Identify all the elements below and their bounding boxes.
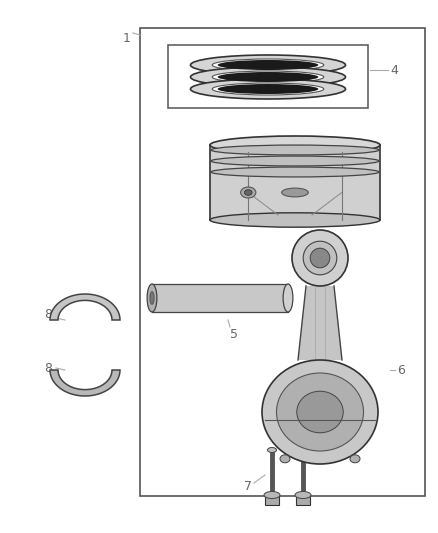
Bar bbox=[140, 28, 425, 496]
Ellipse shape bbox=[280, 455, 290, 463]
Text: 8: 8 bbox=[44, 361, 52, 375]
Bar bbox=[296, 495, 310, 505]
Ellipse shape bbox=[211, 167, 379, 177]
Ellipse shape bbox=[292, 230, 348, 286]
Ellipse shape bbox=[350, 455, 360, 463]
Polygon shape bbox=[50, 294, 120, 320]
Ellipse shape bbox=[218, 72, 318, 82]
Ellipse shape bbox=[191, 55, 346, 75]
Ellipse shape bbox=[218, 84, 318, 94]
Ellipse shape bbox=[191, 67, 346, 87]
Bar bbox=[168, 45, 368, 108]
Polygon shape bbox=[298, 286, 342, 360]
Ellipse shape bbox=[210, 213, 380, 227]
Text: 5: 5 bbox=[230, 328, 238, 342]
Ellipse shape bbox=[303, 241, 337, 275]
Ellipse shape bbox=[240, 187, 256, 198]
Ellipse shape bbox=[310, 248, 330, 268]
Bar bbox=[152, 284, 288, 312]
Text: 1: 1 bbox=[123, 32, 131, 45]
Ellipse shape bbox=[212, 83, 324, 95]
Text: 4: 4 bbox=[390, 63, 398, 77]
Ellipse shape bbox=[264, 491, 280, 498]
Ellipse shape bbox=[147, 284, 157, 312]
Polygon shape bbox=[50, 370, 120, 396]
Ellipse shape bbox=[212, 71, 324, 83]
Text: 7: 7 bbox=[244, 480, 252, 492]
Ellipse shape bbox=[244, 190, 252, 195]
Ellipse shape bbox=[211, 145, 379, 155]
Bar bbox=[210, 145, 380, 220]
Ellipse shape bbox=[210, 136, 380, 154]
Ellipse shape bbox=[299, 448, 307, 453]
Ellipse shape bbox=[212, 59, 324, 71]
Ellipse shape bbox=[295, 491, 311, 498]
Text: 8: 8 bbox=[44, 309, 52, 321]
Ellipse shape bbox=[211, 156, 379, 166]
Ellipse shape bbox=[282, 188, 308, 197]
Ellipse shape bbox=[262, 360, 378, 464]
Ellipse shape bbox=[191, 79, 346, 99]
Ellipse shape bbox=[297, 391, 343, 433]
Ellipse shape bbox=[218, 60, 318, 70]
Text: 6: 6 bbox=[397, 364, 405, 376]
Ellipse shape bbox=[283, 284, 293, 312]
Ellipse shape bbox=[276, 373, 364, 451]
Bar bbox=[265, 495, 279, 505]
Ellipse shape bbox=[150, 292, 154, 304]
Ellipse shape bbox=[268, 448, 276, 453]
